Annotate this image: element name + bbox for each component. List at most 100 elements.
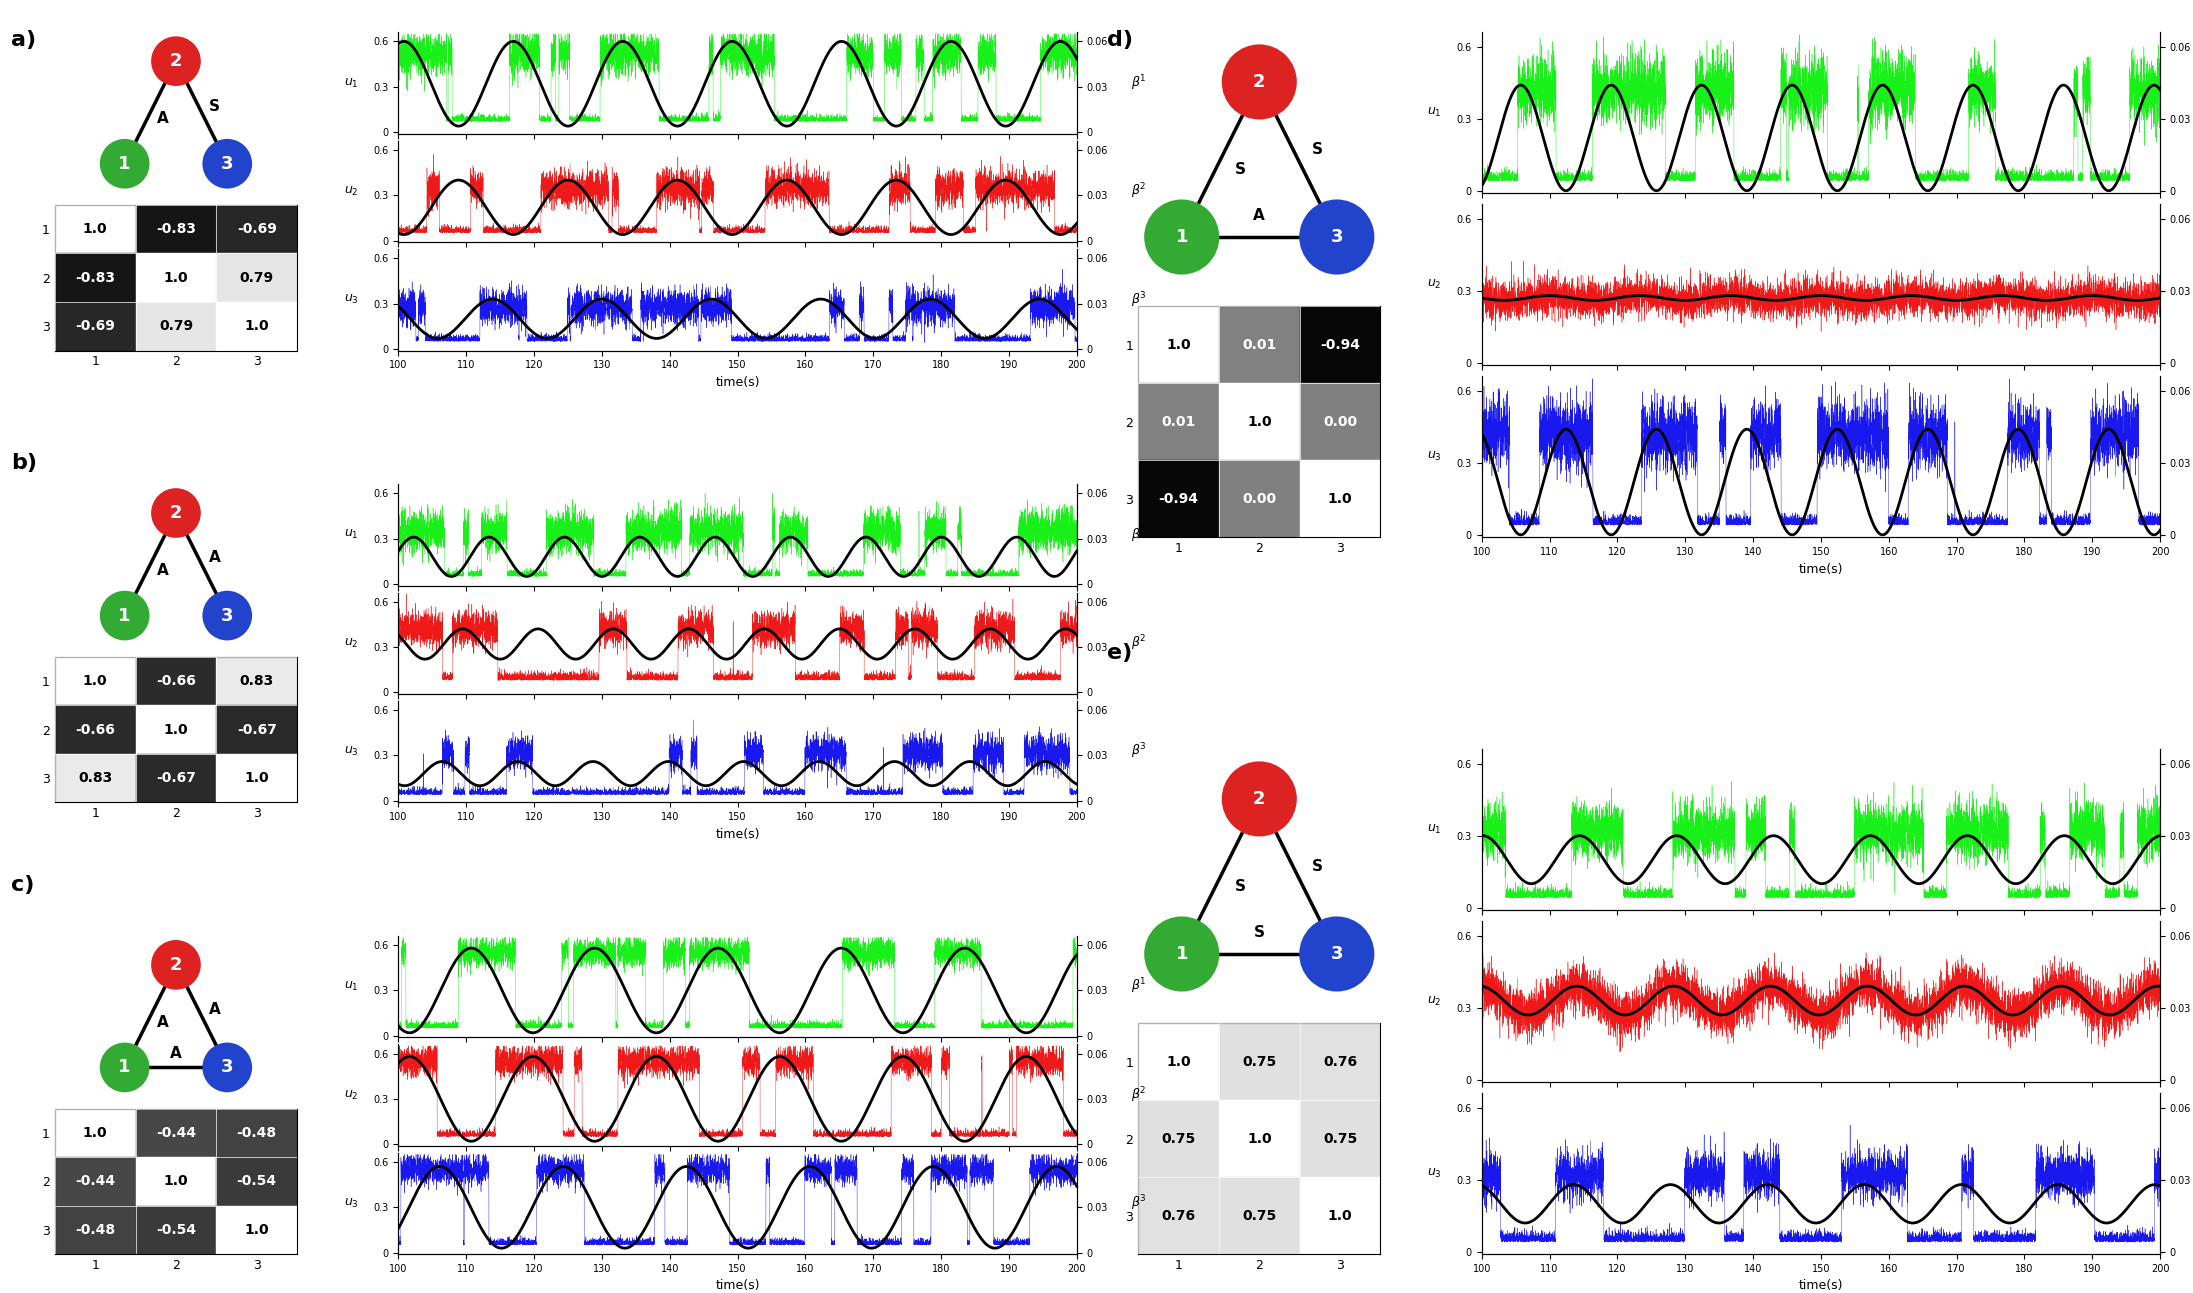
Text: 0.01: 0.01 (1241, 337, 1276, 352)
Bar (1219, 1177, 1300, 1254)
Text: 1.0: 1.0 (1248, 415, 1272, 429)
Circle shape (202, 591, 252, 640)
Bar (1138, 1100, 1219, 1177)
Text: 1.0: 1.0 (83, 674, 107, 688)
Text: 0.75: 0.75 (1241, 1209, 1276, 1223)
Text: d): d) (1107, 30, 1134, 49)
Text: -0.83: -0.83 (156, 222, 195, 237)
Text: 2: 2 (1252, 72, 1265, 91)
Bar (1219, 306, 1300, 383)
Y-axis label: $u_2$: $u_2$ (344, 185, 357, 198)
Bar (136, 1108, 217, 1157)
Text: S: S (1235, 162, 1246, 177)
Circle shape (1145, 199, 1219, 274)
X-axis label: time(s): time(s) (715, 376, 759, 389)
Text: 0.76: 0.76 (1322, 1055, 1357, 1068)
Bar (1138, 306, 1219, 383)
Text: -0.44: -0.44 (75, 1174, 116, 1188)
Bar (1138, 460, 1219, 537)
Text: 1: 1 (118, 606, 132, 625)
Text: 2: 2 (169, 52, 182, 70)
Bar (136, 303, 217, 350)
Y-axis label: $u_3$: $u_3$ (344, 745, 360, 758)
Text: A: A (1254, 208, 1265, 222)
Circle shape (1298, 199, 1375, 274)
Text: 3: 3 (221, 606, 232, 625)
Bar (1138, 1177, 1219, 1254)
Bar (55, 705, 136, 754)
Text: 1.0: 1.0 (164, 1174, 189, 1188)
Text: 0.75: 0.75 (1241, 1055, 1276, 1068)
Circle shape (151, 36, 202, 87)
Bar (1300, 306, 1379, 383)
Circle shape (101, 1042, 149, 1093)
X-axis label: time(s): time(s) (1798, 1280, 1842, 1293)
Text: 1.0: 1.0 (243, 319, 270, 334)
Bar (1300, 460, 1379, 537)
Bar (1219, 1023, 1300, 1100)
Y-axis label: $\beta^2$: $\beta^2$ (1132, 634, 1147, 653)
Text: 3: 3 (221, 1059, 232, 1077)
Y-axis label: $u_3$: $u_3$ (1428, 450, 1441, 463)
Text: S: S (1311, 860, 1322, 874)
Circle shape (1298, 917, 1375, 992)
Text: b): b) (11, 453, 37, 472)
Bar (217, 705, 296, 754)
Text: 3: 3 (1331, 228, 1342, 246)
Text: 0.76: 0.76 (1162, 1209, 1195, 1223)
Text: 0.83: 0.83 (239, 674, 274, 688)
Bar (217, 204, 296, 253)
Y-axis label: $\beta^1$: $\beta^1$ (1132, 74, 1147, 93)
Text: -0.48: -0.48 (75, 1223, 116, 1237)
Bar (1138, 383, 1219, 460)
Y-axis label: $\beta^3$: $\beta^3$ (1132, 742, 1147, 762)
Circle shape (202, 138, 252, 189)
Bar (55, 204, 136, 253)
Text: -0.48: -0.48 (237, 1126, 276, 1140)
Bar (55, 1108, 136, 1157)
Bar (217, 1157, 296, 1205)
Text: -0.94: -0.94 (1158, 491, 1200, 506)
Text: -0.54: -0.54 (156, 1223, 195, 1237)
Bar (1300, 1177, 1379, 1254)
Bar (55, 754, 136, 803)
Bar (136, 705, 217, 754)
Text: a): a) (11, 30, 35, 49)
Text: A: A (158, 1015, 169, 1031)
Y-axis label: $u_2$: $u_2$ (344, 1089, 357, 1102)
Circle shape (1145, 917, 1219, 992)
Y-axis label: $u_1$: $u_1$ (344, 529, 357, 542)
Y-axis label: $\beta^1$: $\beta^1$ (1132, 525, 1147, 544)
Text: 1.0: 1.0 (1327, 491, 1353, 506)
Bar (217, 253, 296, 303)
Text: 1: 1 (1175, 228, 1189, 246)
Y-axis label: $u_1$: $u_1$ (1428, 824, 1441, 837)
Y-axis label: $\beta^2$: $\beta^2$ (1132, 1085, 1147, 1106)
Y-axis label: $u_1$: $u_1$ (344, 76, 357, 89)
Text: 3: 3 (1331, 945, 1342, 963)
Text: 0.79: 0.79 (158, 319, 193, 334)
Bar (217, 754, 296, 803)
Circle shape (151, 940, 202, 989)
Text: e): e) (1107, 643, 1134, 662)
Text: -0.66: -0.66 (75, 723, 116, 737)
Bar (55, 1157, 136, 1205)
Text: 1.0: 1.0 (243, 1223, 270, 1237)
Bar (1300, 1100, 1379, 1177)
Bar (55, 253, 136, 303)
Text: -0.54: -0.54 (237, 1174, 276, 1188)
Text: 1.0: 1.0 (1167, 1055, 1191, 1068)
Text: -0.83: -0.83 (75, 270, 116, 284)
Bar (217, 1108, 296, 1157)
Circle shape (202, 1042, 252, 1093)
Text: -0.69: -0.69 (75, 319, 116, 334)
Bar (136, 657, 217, 705)
Text: A: A (171, 1046, 182, 1060)
Bar (55, 657, 136, 705)
Text: 0.79: 0.79 (239, 270, 274, 284)
Bar (1300, 383, 1379, 460)
Y-axis label: $u_3$: $u_3$ (344, 1197, 360, 1210)
Circle shape (1222, 44, 1296, 119)
Text: 3: 3 (221, 155, 232, 173)
Circle shape (1222, 762, 1296, 837)
